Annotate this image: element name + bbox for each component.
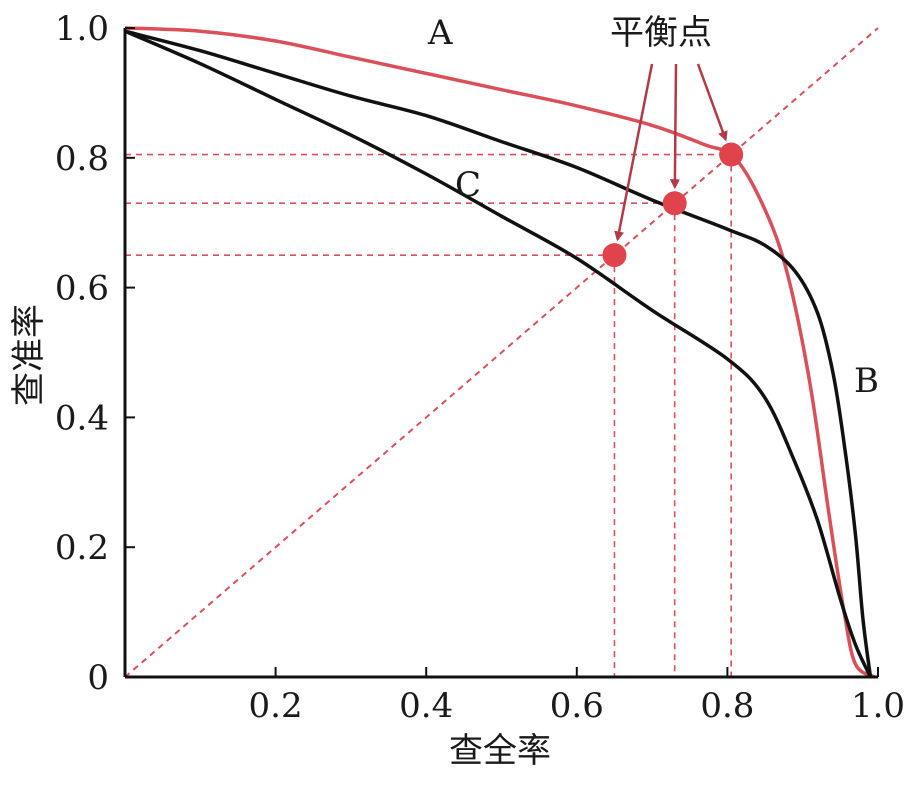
curves: [124, 26, 876, 679]
curve-c: [124, 29, 873, 678]
break-even-guides: [125, 153, 732, 677]
break-even-point-c: [602, 243, 627, 268]
annotation-arrows: [614, 63, 728, 242]
break-even-point-b: [662, 191, 687, 216]
y-tick-label: 1.0: [55, 9, 109, 49]
annotation-arrow: [669, 63, 680, 190]
x-tick-label: 0.4: [399, 686, 453, 726]
diagonal-dashed-line: [124, 27, 879, 678]
x-tick-label: 0.6: [550, 686, 604, 726]
x-tick-label: 0.2: [249, 686, 303, 726]
y-tick-label: 0.2: [55, 528, 109, 568]
diagonal-line: [124, 27, 879, 678]
x-tick-label: 0.8: [700, 686, 754, 726]
break-even-points: [602, 142, 744, 268]
curve-b: [124, 29, 873, 678]
curve-a: [124, 26, 876, 679]
x-tick-label: 1.0: [851, 686, 905, 726]
y-tick-label: 0: [87, 658, 109, 698]
curve-label-c: C: [455, 165, 481, 205]
annotation-arrow: [696, 63, 728, 142]
y-axis-title: 查准率: [9, 304, 49, 406]
annotation-arrow: [614, 63, 654, 242]
y-tick-label: 0.8: [55, 139, 109, 179]
tick-labels: 0.2 0.4 0.6 0.8 1.0 0 0.2 0.4 0.6 0.8 1.0: [55, 9, 905, 726]
x-axis-title: 查全率: [449, 731, 551, 771]
break-even-annotation: 平衡点: [610, 13, 712, 53]
y-tick-label: 0.6: [55, 269, 109, 309]
curve-label-b: B: [854, 361, 879, 401]
curve-label-a: A: [427, 13, 453, 53]
y-tick-label: 0.4: [55, 398, 109, 438]
break-even-point-a: [719, 142, 744, 167]
axes: [123, 28, 878, 679]
